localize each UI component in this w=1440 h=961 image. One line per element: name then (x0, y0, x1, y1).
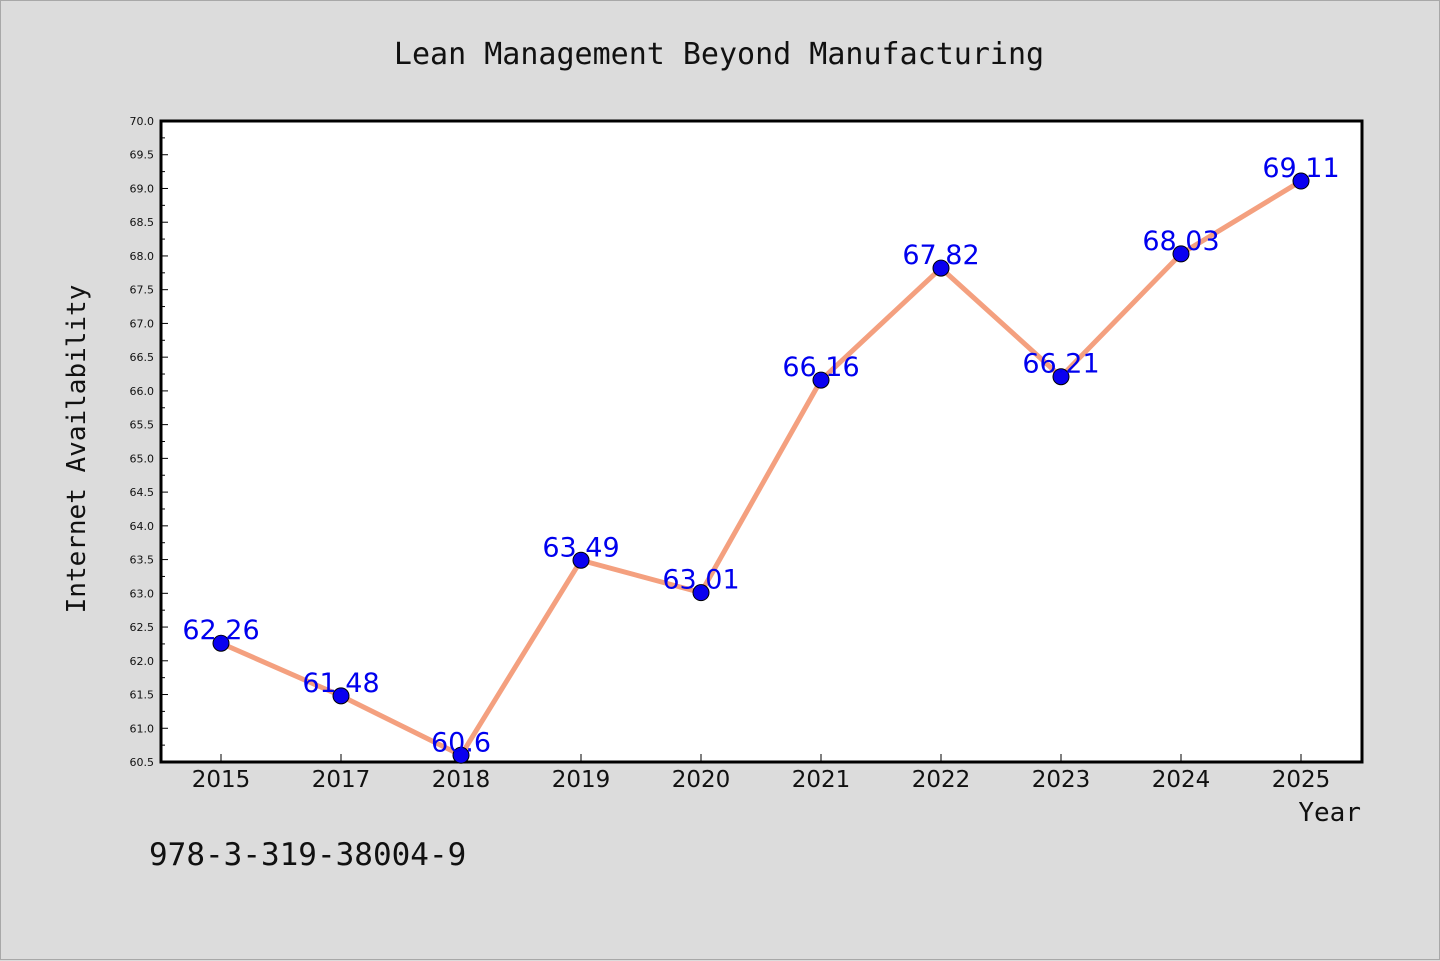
y-tick-label: 70.0 (130, 115, 155, 128)
data-point (1172, 245, 1190, 263)
y-tick-label: 64.0 (130, 520, 155, 533)
y-tick-label: 63.5 (130, 554, 155, 567)
data-point (692, 584, 710, 602)
y-axis: 60.5 61.0 61.5 62.0 62.5 63.0 63.5 64.0 64.5 65.0… (130, 115, 168, 769)
x-tick-label: 2023 (1032, 767, 1091, 793)
y-tick-label: 61.5 (130, 689, 155, 702)
x-axis: 2015 2017 2018 2019 2020 2021 2022 2023 2024 2025 (192, 754, 1331, 793)
y-tick-label: 68.5 (130, 216, 155, 229)
data-points (212, 172, 1310, 764)
x-tick-label: 2020 (672, 767, 731, 793)
y-tick-label: 62.0 (130, 655, 155, 668)
data-point (452, 746, 470, 764)
data-label: 63.49 (542, 532, 619, 563)
isbn-text: 978-3-319-38004-9 (149, 837, 466, 873)
y-tick-label: 69.5 (130, 149, 155, 162)
y-tick-label: 68.0 (130, 250, 155, 263)
y-tick-label: 64.5 (130, 486, 155, 499)
data-point (212, 634, 230, 652)
data-point (332, 687, 350, 705)
y-tick-label: 67.5 (130, 284, 155, 297)
y-tick-label: 65.0 (130, 452, 155, 465)
data-label: 69.11 (1262, 153, 1339, 184)
data-point (1052, 368, 1070, 386)
y-tick-label: 60.5 (130, 756, 155, 769)
plot-area (159, 119, 1364, 764)
data-label: 66.21 (1022, 349, 1099, 380)
chart-title: Lean Management Beyond Manufacturing (394, 37, 1044, 72)
data-label: 67.82 (902, 240, 979, 271)
x-tick-label: 2015 (192, 767, 251, 793)
data-point (572, 551, 590, 569)
x-tick-label: 2021 (792, 767, 851, 793)
data-labels: 62.26 61.48 60.6 63.49 63.01 66.16 67.82 66.21 6… (182, 153, 1339, 758)
data-label: 61.48 (302, 668, 379, 699)
series-line-group (219, 178, 1303, 758)
data-label: 60.6 (431, 727, 491, 758)
y-tick-label: 65.5 (130, 419, 155, 432)
x-tick-label: 2019 (552, 767, 611, 793)
y-tick-label: 61.0 (130, 722, 155, 735)
data-point (932, 259, 950, 277)
data-label: 66.16 (782, 352, 859, 383)
y-tick-label: 67.0 (130, 317, 155, 330)
data-label: 62.26 (182, 615, 259, 646)
x-tick-label: 2017 (312, 767, 371, 793)
y-tick-label: 66.0 (130, 385, 155, 398)
data-label: 63.01 (662, 565, 739, 596)
y-axis-label: Internet Availability (62, 285, 92, 614)
data-point (1292, 172, 1310, 190)
y-tick-label: 66.5 (130, 351, 155, 364)
y-tick-label: 62.5 (130, 621, 155, 634)
x-axis-label: Year (1298, 798, 1361, 828)
y-tick-label: 69.0 (130, 182, 155, 195)
x-tick-label: 2025 (1272, 767, 1331, 793)
series-line (219, 178, 1303, 758)
x-tick-label: 2024 (1152, 767, 1211, 793)
y-tick-label: 63.0 (130, 587, 155, 600)
data-label: 68.03 (1142, 226, 1219, 257)
x-tick-label: 2018 (432, 767, 491, 793)
x-tick-label: 2022 (912, 767, 971, 793)
data-point (812, 371, 830, 389)
